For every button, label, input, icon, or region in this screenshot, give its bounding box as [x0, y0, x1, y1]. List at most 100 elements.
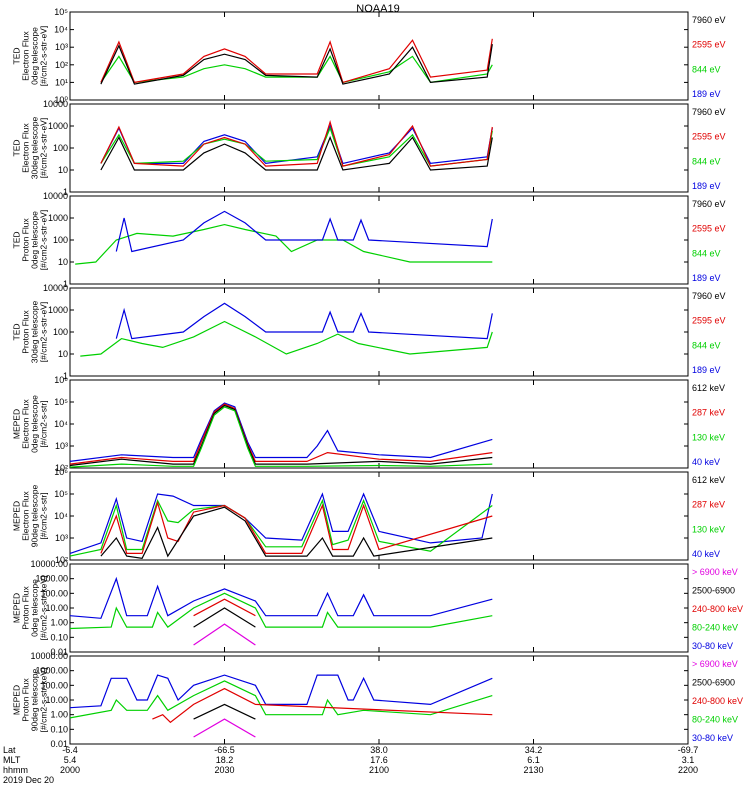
series-line [69, 592, 493, 630]
series-line [193, 718, 256, 738]
series-line [100, 135, 493, 171]
y-tick-label: 10⁵ [54, 7, 68, 17]
series-line [193, 598, 256, 617]
y-axis-label: 30deg telescope [30, 301, 40, 364]
y-tick-label: 0.10 [50, 724, 68, 734]
y-axis-label: [#/cm2-s-str-eV] [39, 118, 49, 178]
panel-5: 10² 10³ 10⁴ 10⁵ 10⁶ MEPED Electron Flux 0deg te… [12, 375, 726, 473]
x-tick-label-hhmm: 2100 [369, 765, 389, 775]
legend-entry: 240-800 keV [692, 604, 743, 614]
y-tick-label: 10.00 [45, 695, 68, 705]
legend-entry: 844 eV [692, 340, 721, 350]
y-tick-label: 10² [55, 555, 68, 565]
legend-entry: 240-800 keV [692, 696, 743, 706]
legend-entry: 7960 eV [692, 15, 726, 25]
series-line [69, 402, 493, 462]
series-line [100, 124, 493, 165]
legend-entry: 40 keV [692, 457, 720, 467]
legend-entry: 2500-6900 [692, 678, 735, 688]
y-axis-label: 0deg telescope [30, 579, 40, 637]
y-axis-label: Proton Flux [21, 218, 31, 262]
y-tick-label: 0.01 [50, 739, 68, 749]
y-axis-label: [#/cm2-s-str-eV] [39, 210, 49, 270]
x-tick-label-lat: 38.0 [370, 745, 388, 755]
legend-entry: 2595 eV [692, 316, 726, 326]
legend-entry: 2595 eV [692, 132, 726, 142]
y-axis-label: [#/cm2-s-str-eV] [39, 302, 49, 362]
y-axis-label: Electron Flux [21, 398, 31, 448]
panel-frame [69, 103, 689, 193]
y-axis-label: TED [12, 232, 22, 249]
y-axis-label: 0deg telescope [30, 395, 40, 453]
series-line [75, 223, 493, 265]
legend-entry: 80-240 keV [692, 715, 738, 725]
panel-4: 1 10 100 1000 10000 TED Proton Flux 30deg teles… [12, 283, 726, 381]
y-tick-label: 1000 [48, 305, 68, 315]
y-tick-label: 100 [53, 235, 68, 245]
x-tick-label-hhmm: 2130 [523, 765, 543, 775]
panel-6: 10² 10³ 10⁴ 10⁵ 10⁶ MEPED Electron Flux 90deg t… [12, 467, 726, 565]
series-line [80, 320, 493, 357]
xaxis-row-label-lat: Lat [3, 745, 16, 755]
legend-entry: > 6900 keV [692, 567, 738, 577]
series-line [115, 210, 493, 253]
x-tick-label-mlt: 6.1 [527, 755, 540, 765]
series-line [100, 44, 493, 85]
y-axis-label: Proton Flux [21, 310, 31, 354]
y-axis-label: 0deg telescope [30, 211, 40, 269]
y-axis-label: TED [12, 48, 22, 65]
x-tick-label-mlt: 3.1 [682, 755, 695, 765]
x-tick-label-mlt: 5.4 [64, 755, 77, 765]
y-axis-label: Proton Flux [21, 678, 31, 722]
y-axis-label: 90deg telescope [30, 485, 40, 548]
y-axis-label: 30deg telescope [30, 117, 40, 180]
legend-entry: 612 keV [692, 383, 725, 393]
y-axis-label: MEPED [12, 409, 22, 439]
series-line [100, 120, 493, 167]
y-axis-label: 90deg telescope [30, 669, 40, 732]
legend-entry: 844 eV [692, 64, 721, 74]
y-tick-label: 10² [55, 463, 68, 473]
y-tick-label: 100 [53, 327, 68, 337]
legend-entry: 7960 eV [692, 199, 726, 209]
y-axis-label: Electron Flux [21, 490, 31, 540]
legend-entry: 189 eV [692, 181, 721, 191]
y-tick-label: 0.10 [50, 632, 68, 642]
legend-entry: 189 eV [692, 89, 721, 99]
series-line [152, 687, 493, 724]
series-line [69, 576, 493, 619]
y-tick-label: 10000.00 [30, 651, 68, 661]
legend-entry: > 6900 keV [692, 659, 738, 669]
legend-entry: 2595 eV [692, 224, 726, 234]
y-tick-label: 10⁴ [54, 25, 68, 35]
y-tick-label: 10⁵ [54, 489, 68, 499]
series-line [100, 506, 493, 559]
y-tick-label: 0.01 [50, 647, 68, 657]
y-tick-label: 10 [58, 165, 68, 175]
y-tick-label: 10000 [43, 283, 68, 293]
legend-entry: 40 keV [692, 549, 720, 559]
series-line [69, 674, 493, 709]
series-line [193, 623, 256, 646]
y-tick-label: 1 [63, 371, 68, 381]
y-tick-label: 10000 [43, 99, 68, 109]
y-tick-label: 10.00 [45, 603, 68, 613]
y-tick-label: 1.00 [50, 710, 68, 720]
legend-entry: 189 eV [692, 365, 721, 375]
legend-entry: 612 keV [692, 475, 725, 485]
series-line [115, 302, 493, 340]
y-tick-label: 10¹ [55, 77, 68, 87]
series-line [69, 680, 493, 719]
x-tick-label-hhmm: 2000 [60, 765, 80, 775]
panel-8: 0.01 0.10 1.00 10.00 100.00 1000.00 10000.00 ME… [12, 651, 744, 749]
x-tick-label-hhmm: 2200 [678, 765, 698, 775]
panel-3: 1 10 100 1000 10000 TED Proton Flux 0deg telesc… [12, 191, 726, 289]
series-line [69, 404, 493, 467]
legend-entry: 287 keV [692, 408, 725, 418]
series-line [69, 406, 493, 468]
legend-entry: 7960 eV [692, 291, 726, 301]
series-line [100, 126, 493, 167]
